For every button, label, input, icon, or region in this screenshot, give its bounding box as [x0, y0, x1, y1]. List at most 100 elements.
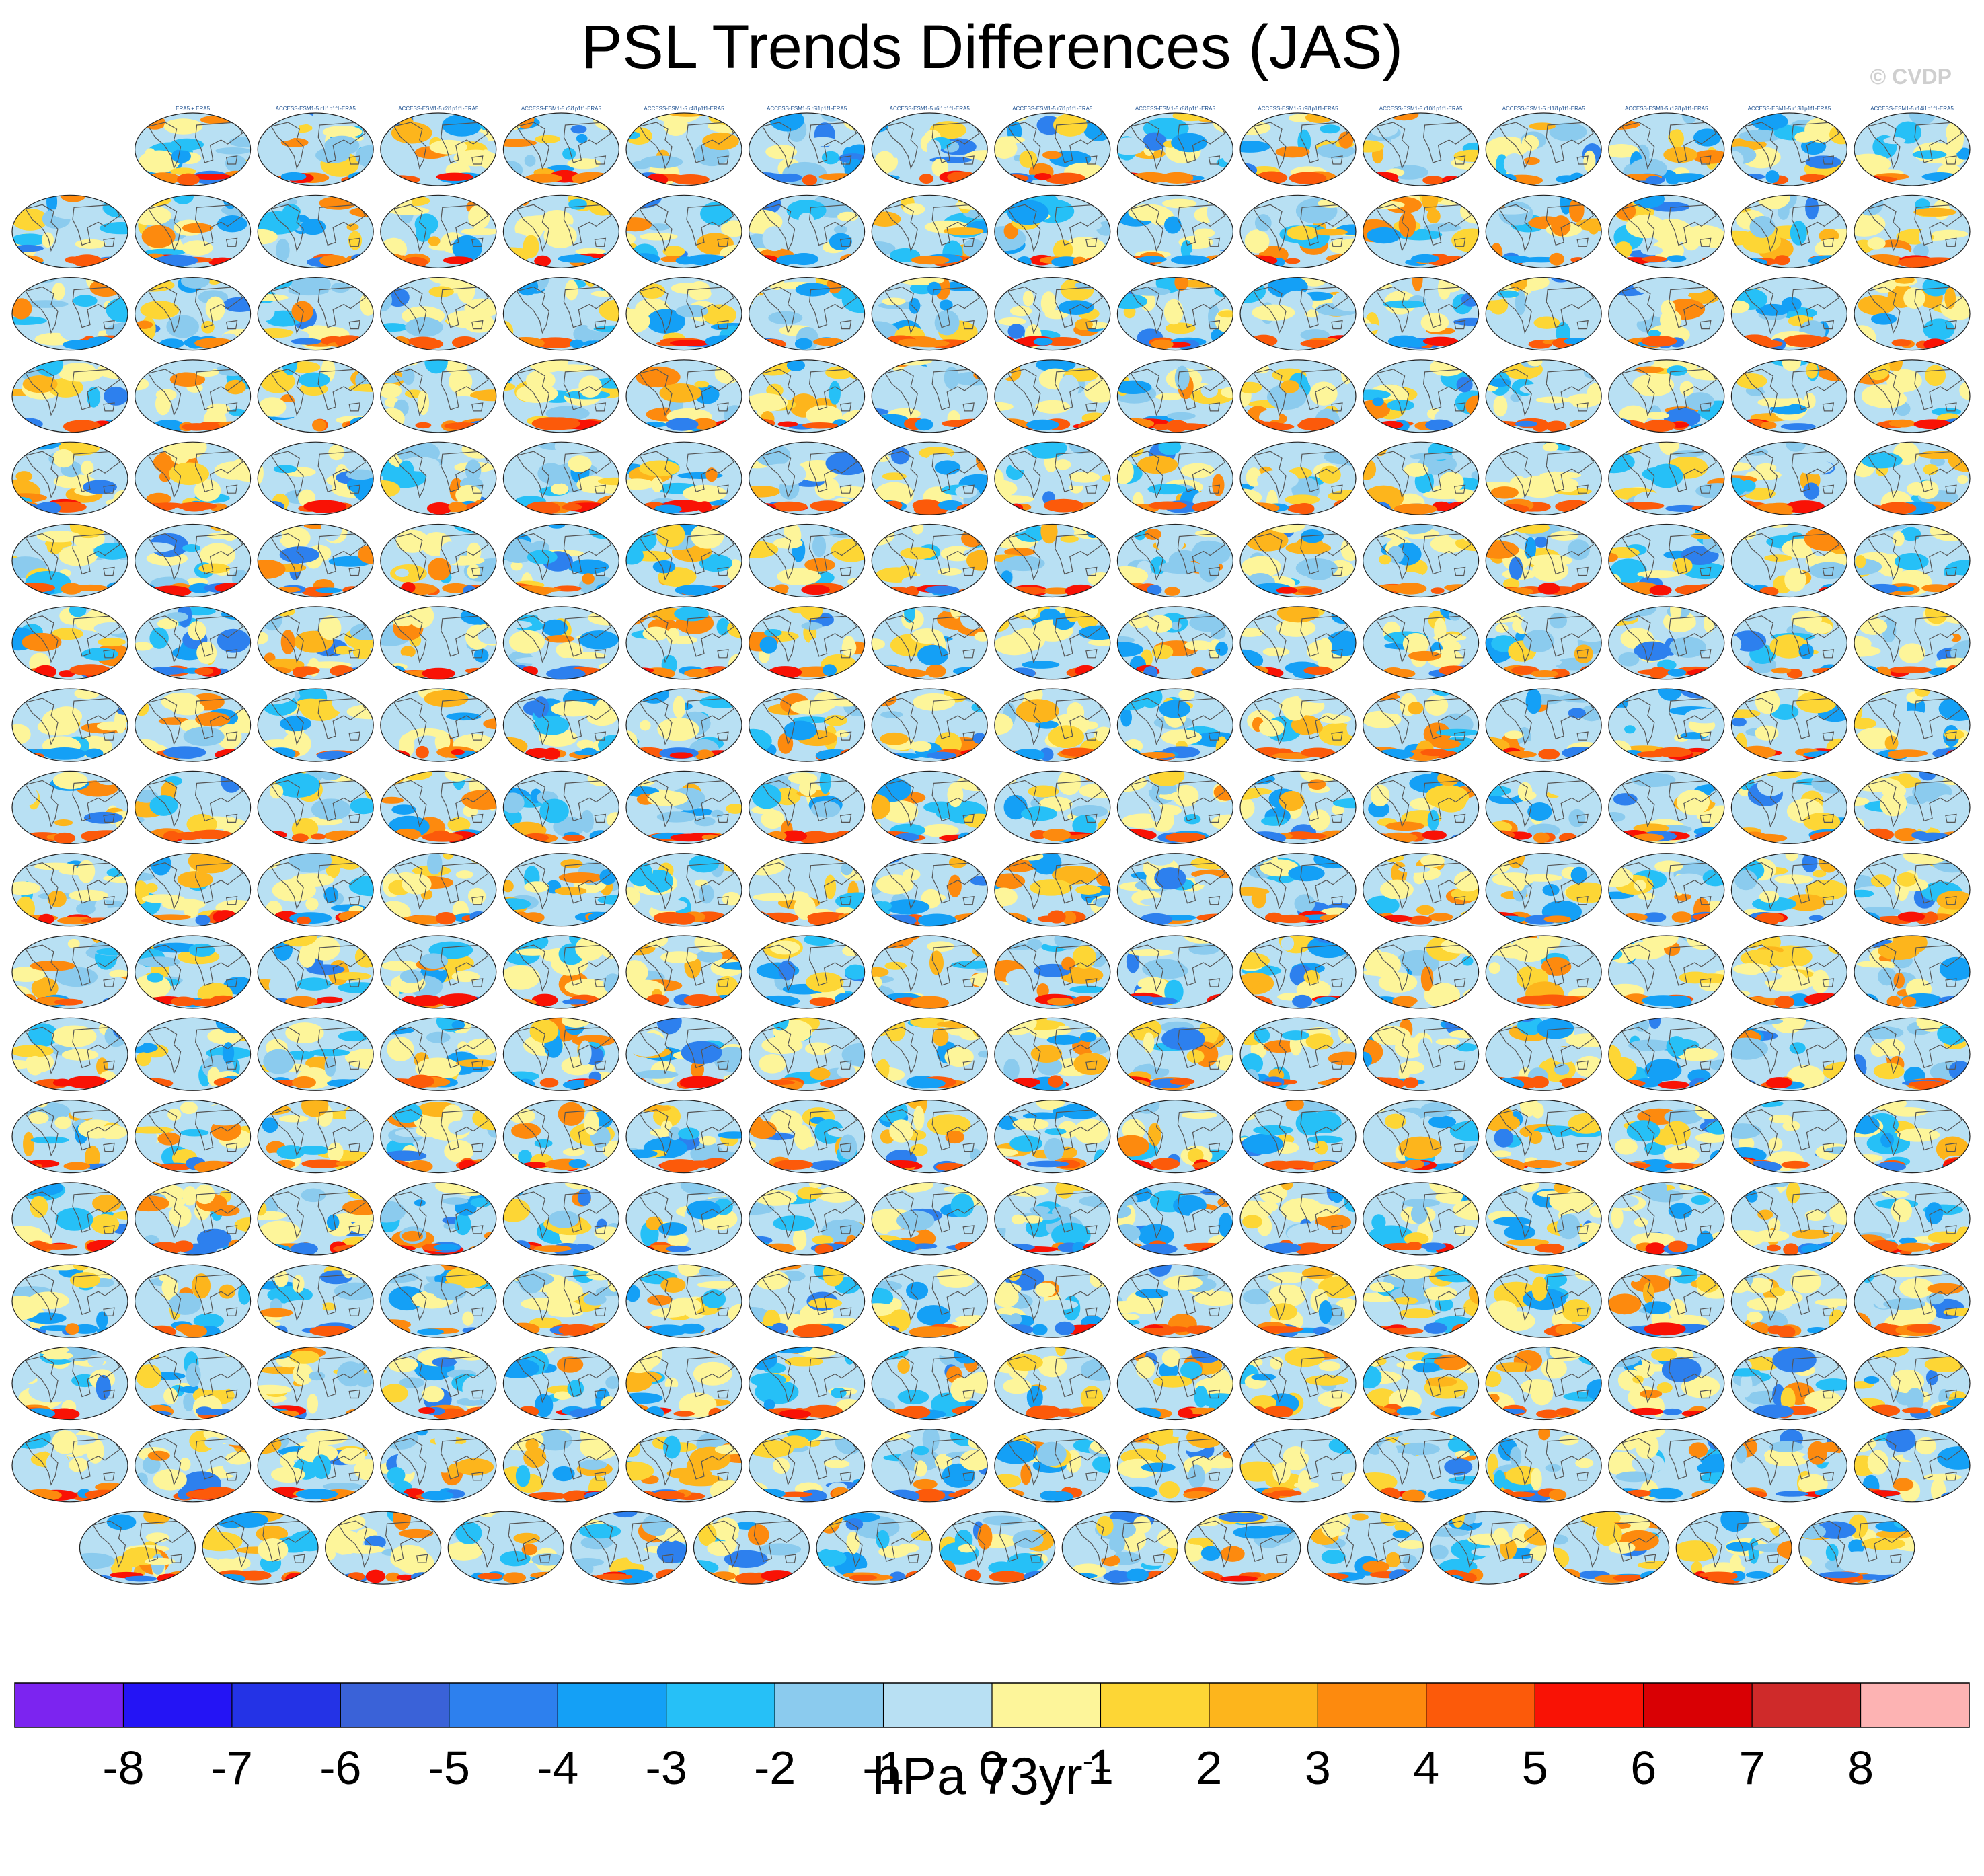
map-panel	[1730, 606, 1847, 680]
map-panel	[1239, 277, 1357, 351]
map-panel	[994, 1182, 1111, 1256]
map-panel	[135, 441, 252, 515]
map-panel	[1608, 1182, 1725, 1256]
colorbar-bin	[123, 1683, 233, 1727]
map-panel	[994, 853, 1111, 927]
map-panel	[1485, 853, 1602, 927]
panel-label: ACCESS-ESM1-5 r7i1p1f1-ERA5	[1012, 106, 1093, 112]
map-panel	[748, 1017, 866, 1091]
map-panel	[502, 935, 620, 1009]
map-panel	[502, 359, 620, 433]
colorbar-bin	[1318, 1683, 1427, 1727]
colorbar-bin	[1860, 1683, 1970, 1727]
map-panel	[1608, 935, 1725, 1009]
map-panel	[380, 770, 497, 845]
map-panel	[625, 935, 742, 1009]
map-panel	[1363, 277, 1480, 351]
colorbar-units: hPa 73yr-1	[0, 1743, 1984, 1807]
map-panel	[625, 1017, 742, 1091]
map-panel	[502, 1264, 620, 1338]
map-panel	[1854, 935, 1971, 1009]
map-panel	[994, 194, 1111, 268]
panel-label: ERA5 + ERA5	[176, 106, 210, 112]
map-panel	[1363, 606, 1480, 680]
map-panel	[625, 194, 742, 268]
map-panel	[1363, 770, 1480, 845]
colorbar-bin	[883, 1683, 993, 1727]
colorbar-bin	[15, 1683, 124, 1727]
colorbar-bin	[340, 1683, 450, 1727]
units-exponent: -1	[1082, 1743, 1112, 1779]
map-panel	[871, 770, 988, 845]
map-panel	[994, 277, 1111, 351]
map-panel	[1116, 688, 1234, 762]
map-panel	[1485, 1182, 1602, 1256]
colorbar-bin	[666, 1683, 775, 1727]
map-panel	[748, 523, 866, 598]
colorbar-bin	[1643, 1683, 1753, 1727]
map-panel	[380, 277, 497, 351]
colorbar-bin	[1426, 1683, 1535, 1727]
map-panel	[1485, 1264, 1602, 1338]
map-panel	[625, 770, 742, 845]
map-panel	[135, 277, 252, 351]
colorbar-bin	[558, 1683, 667, 1727]
map-panel	[1854, 770, 1971, 845]
map-panel	[380, 523, 497, 598]
map-panel	[1730, 523, 1847, 598]
panel-label: ACCESS-ESM1-5 r13i1p1f1-ERA5	[1748, 106, 1831, 112]
watermark-text: © CVDP	[1870, 65, 1952, 89]
map-panel	[1485, 359, 1602, 433]
map-panel	[1608, 688, 1725, 762]
map-panel	[1363, 1099, 1480, 1174]
units-main: hPa 73yr	[872, 1746, 1083, 1805]
colorbar-bin	[992, 1683, 1102, 1727]
map-panel: ACCESS-ESM1-5 r6i1p1f1-ERA5	[871, 106, 988, 186]
map-panel	[257, 1346, 374, 1421]
panel-label: ACCESS-ESM1-5 r2i1p1f1-ERA5	[398, 106, 479, 112]
panel-label: ACCESS-ESM1-5 r1i1p1f1-ERA5	[276, 106, 356, 112]
map-panel	[1854, 194, 1971, 268]
map-panel	[1730, 1182, 1847, 1256]
chart-title: PSL Trends Differences (JAS)	[580, 13, 1404, 81]
panel-label: ACCESS-ESM1-5 r12i1p1f1-ERA5	[1625, 106, 1708, 112]
colorbar-bin	[1209, 1683, 1318, 1727]
map-panel	[257, 441, 374, 515]
map-panel	[1363, 1264, 1480, 1338]
map-panel	[380, 1264, 497, 1338]
map-panel: ACCESS-ESM1-5 r1i1p1f1-ERA5	[257, 106, 374, 186]
map-panel	[748, 770, 866, 845]
colorbar-bin	[1535, 1683, 1644, 1727]
panel-label: ACCESS-ESM1-5 r5i1p1f1-ERA5	[767, 106, 847, 112]
map-panel	[1485, 606, 1602, 680]
map-panel	[1730, 277, 1847, 351]
panel-label: ACCESS-ESM1-5 r3i1p1f1-ERA5	[521, 106, 602, 112]
map-panel	[380, 606, 497, 680]
map-panel	[1363, 359, 1480, 433]
map-panel	[502, 853, 620, 927]
map-panel	[1854, 1017, 1971, 1091]
map-panel	[135, 194, 252, 268]
map-panel	[1239, 1264, 1357, 1338]
map-panel	[1116, 935, 1234, 1009]
map-panel	[748, 606, 866, 680]
map-panel	[871, 1017, 988, 1091]
map-panel	[1239, 359, 1357, 433]
map-panel: ACCESS-ESM1-5 r9i1p1f1-ERA5	[1239, 106, 1357, 186]
map-panel	[11, 688, 128, 762]
panel-label: ACCESS-ESM1-5 r10i1p1f1-ERA5	[1379, 106, 1463, 112]
map-panel	[135, 770, 252, 845]
map-panel	[257, 277, 374, 351]
map-panel	[1608, 853, 1725, 927]
map-panel: ACCESS-ESM1-5 r10i1p1f1-ERA5	[1363, 106, 1480, 186]
map-panel: ACCESS-ESM1-5 r14i1p1f1-ERA5	[1854, 106, 1971, 186]
map-panel	[135, 606, 252, 680]
map-panel	[1116, 523, 1234, 598]
map-panel	[257, 194, 374, 268]
panel-label: ACCESS-ESM1-5 r14i1p1f1-ERA5	[1870, 106, 1954, 112]
map-panel	[1730, 194, 1847, 268]
map-panel	[1116, 606, 1234, 680]
map-panel: ACCESS-ESM1-5 r12i1p1f1-ERA5	[1608, 106, 1725, 186]
map-panel	[1239, 770, 1357, 845]
